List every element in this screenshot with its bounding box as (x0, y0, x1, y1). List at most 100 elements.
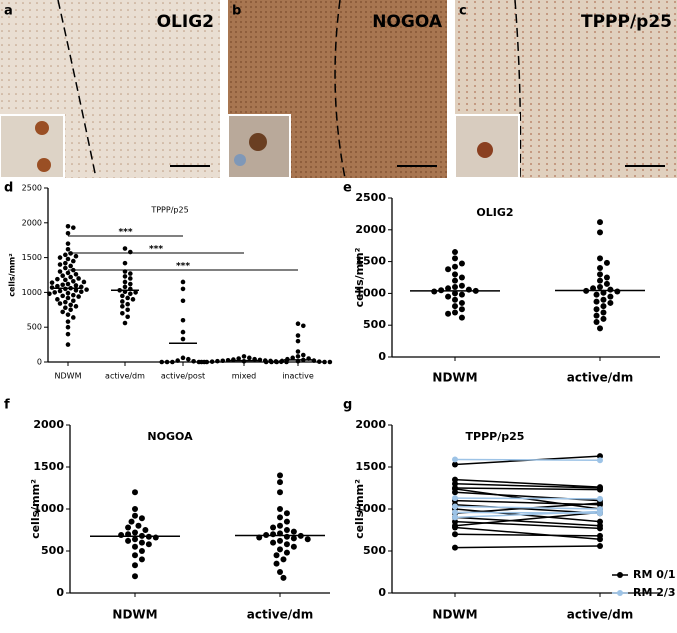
data-point (301, 352, 306, 358)
pair-line (454, 483, 601, 489)
data-point (452, 249, 458, 256)
y-tick-label: 2500 (22, 184, 42, 193)
data-point (593, 298, 600, 305)
image-label: OLIG2 (157, 12, 214, 32)
data-point (68, 263, 73, 269)
data-point (145, 541, 152, 548)
data-point (125, 524, 132, 531)
y-tick-label: 500 (41, 544, 64, 557)
data-point (71, 225, 76, 230)
data-point (135, 522, 142, 529)
data-point (452, 456, 458, 463)
data-point (215, 358, 220, 364)
data-point (458, 299, 465, 306)
y-axis-label: cells/mm² (353, 247, 366, 307)
data-point (597, 229, 603, 236)
data-point (295, 321, 301, 327)
data-point (277, 537, 283, 544)
data-point (164, 359, 170, 365)
data-point (128, 518, 135, 525)
data-point (65, 324, 71, 330)
data-point (63, 252, 68, 258)
data-point (76, 276, 81, 281)
data-point (65, 295, 71, 301)
data-point (452, 284, 458, 291)
chart-title: OLIG2 (476, 206, 513, 219)
data-point (76, 294, 81, 299)
data-point (452, 518, 458, 525)
data-point (465, 286, 472, 293)
y-tick-label: 1500 (22, 253, 42, 262)
data-point (84, 287, 89, 292)
data-point (290, 535, 297, 542)
data-point (597, 500, 603, 507)
x-tick-label: NDWM (432, 371, 477, 385)
data-point (600, 309, 607, 316)
chart-title: TPPP/p25 (150, 206, 188, 215)
data-point (600, 303, 607, 310)
data-point (274, 359, 280, 365)
data-point (180, 279, 186, 285)
data-point (180, 317, 186, 323)
data-point (452, 522, 458, 529)
data-point (63, 265, 68, 271)
data-point (122, 279, 128, 285)
data-point (458, 274, 465, 281)
pair-line (454, 505, 601, 510)
data-point (138, 515, 145, 522)
data-point (607, 299, 614, 306)
data-point (73, 283, 79, 288)
data-point (452, 290, 458, 297)
pair-line (454, 487, 601, 491)
data-point (597, 219, 603, 226)
data-point (597, 486, 603, 493)
data-point (295, 338, 301, 344)
x-tick-label: active/dm (105, 372, 145, 381)
micrograph-b (227, 0, 447, 179)
x-tick-label: active/dm (567, 608, 634, 622)
data-point (597, 277, 603, 284)
data-point (607, 293, 614, 300)
data-point (277, 479, 283, 486)
chart-title: NOGOA (147, 430, 193, 443)
y-axis-label: cells/mm² (8, 253, 17, 297)
y-tick-label: 1000 (355, 286, 386, 299)
data-point (270, 539, 277, 546)
data-point (452, 263, 458, 270)
data-point (55, 276, 60, 282)
legend-label: RM 2/3 (633, 586, 676, 599)
data-point (273, 552, 280, 559)
data-point (597, 542, 603, 549)
data-point (55, 283, 60, 289)
data-point (603, 280, 610, 287)
data-point (65, 270, 71, 276)
data-point (458, 282, 465, 289)
data-point (452, 271, 458, 278)
panel-letter: c (459, 4, 467, 19)
data-point (295, 349, 301, 354)
data-point (304, 536, 311, 543)
data-point (301, 323, 306, 329)
data-point (68, 302, 73, 308)
data-point (277, 569, 283, 575)
pair-line (454, 458, 601, 462)
data-point (60, 309, 65, 315)
data-point (180, 329, 186, 335)
data-point (122, 320, 128, 326)
data-point (132, 536, 138, 543)
legend-marker (617, 572, 623, 578)
data-point (65, 223, 71, 229)
data-point (152, 534, 159, 541)
data-point (597, 255, 603, 262)
y-tick-label: 1000 (355, 502, 386, 515)
data-point (290, 355, 295, 361)
data-point (125, 537, 132, 544)
x-tick-label: inactive (282, 372, 314, 381)
data-point (128, 276, 133, 281)
data-point (269, 359, 274, 365)
data-point (71, 258, 76, 264)
data-point (132, 489, 138, 496)
data-point (159, 359, 165, 365)
micrograph-c (454, 0, 677, 179)
data-point (125, 295, 130, 301)
